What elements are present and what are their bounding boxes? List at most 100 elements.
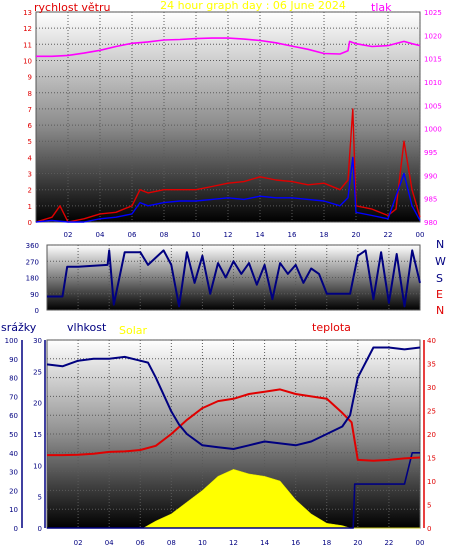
left-y-tick-label: 13 — [23, 9, 32, 17]
x-tick-label: 04 — [96, 231, 105, 239]
wind-gust-line — [35, 156, 421, 223]
rain-y-tick-label: 30 — [33, 337, 42, 345]
x-tick-label: 10 — [192, 231, 201, 239]
right-y-tick-label: 985 — [424, 196, 437, 204]
left-y-tick-label: 4 — [28, 154, 33, 162]
humidity-y-tick-label: 60 — [9, 412, 18, 420]
left-y-tick-label: 10 — [23, 57, 32, 65]
x-tick-label: 12 — [224, 231, 233, 239]
x-tick-label: 06 — [136, 539, 145, 547]
left-y-tick-label: 1 — [28, 203, 32, 211]
x-tick-label: 12 — [229, 539, 238, 547]
pressure-axis-label: tlak — [371, 1, 392, 14]
right-y-tick-label: 990 — [424, 172, 437, 180]
temperature-axis-label: teplota — [312, 321, 351, 334]
rain-y-tick-label: 15 — [33, 431, 42, 439]
x-tick-label: 20 — [352, 231, 361, 239]
temperature-y-tick-label: 5 — [427, 502, 431, 510]
direction-label-n-top: N — [436, 238, 444, 251]
x-tick-label: 02 — [74, 539, 83, 547]
temperature-y-tick-label: 0 — [427, 525, 431, 533]
temperature-y-tick-label: 30 — [427, 384, 436, 392]
temperature-y-tick-label: 10 — [427, 478, 436, 486]
x-tick-label: 10 — [198, 539, 207, 547]
climate-ticks: 02 04 06 08 10 12 14 16 18 20 22 000102030405060708… — [5, 337, 436, 547]
rain-y-tick-label: 5 — [38, 494, 42, 502]
direction-y-tick-label: 270 — [26, 258, 39, 266]
x-tick-label: 08 — [167, 539, 176, 547]
left-y-tick-label: 9 — [28, 74, 32, 82]
right-y-tick-label: 1025 — [424, 9, 442, 17]
humidity-y-tick-label: 20 — [9, 487, 18, 495]
right-y-tick-label: 1020 — [424, 32, 442, 40]
humidity-y-tick-label: 70 — [9, 393, 18, 401]
left-y-tick-label: 6 — [28, 122, 33, 130]
direction-label-w: W — [435, 255, 446, 268]
left-y-tick-label: 7 — [28, 106, 32, 114]
temperature-y-tick-label: 40 — [427, 337, 436, 345]
right-y-tick-label: 1015 — [424, 56, 442, 64]
right-y-tick-label: 1010 — [424, 79, 442, 87]
chart-title: 24 hour graph day : 06 June 2024 — [160, 0, 346, 12]
temperature-y-tick-label: 25 — [427, 408, 436, 416]
wind-speed-axis-label: rychlost větru — [34, 1, 110, 14]
direction-y-tick-label: 90 — [30, 291, 39, 299]
wind-pressure-marks — [35, 37, 421, 223]
rain-y-tick-label: 25 — [33, 368, 42, 376]
humidity-axis-label: vlhkost — [67, 321, 107, 334]
x-tick-label: 16 — [288, 231, 297, 239]
humidity-y-tick-label: 50 — [9, 431, 18, 439]
rain-line — [47, 451, 420, 529]
left-y-tick-label: 11 — [23, 41, 32, 49]
wind-direction-line — [47, 249, 421, 308]
rain-axis-label: srážky — [1, 321, 37, 334]
right-y-tick-label: 1005 — [424, 102, 442, 110]
wind-direction-marks — [47, 249, 421, 308]
pressure-line — [36, 37, 421, 58]
x-tick-label: 14 — [260, 539, 269, 547]
humidity-y-tick-label: 10 — [9, 506, 18, 514]
humidity-y-tick-label: 80 — [9, 375, 18, 383]
x-tick-label: 00 — [416, 539, 425, 547]
climate-marks — [46, 346, 421, 529]
x-tick-label: 16 — [291, 539, 300, 547]
humidity-y-tick-label: 30 — [9, 469, 18, 477]
right-y-tick-label: 980 — [424, 219, 437, 227]
x-tick-label: 18 — [320, 231, 329, 239]
direction-y-tick-label: 0 — [35, 307, 39, 315]
x-tick-label: 22 — [384, 231, 393, 239]
rain-y-tick-label: 20 — [33, 400, 42, 408]
direction-label-s: S — [436, 272, 443, 285]
humidity-y-tick-label: 100 — [5, 337, 18, 345]
temperature-y-tick-label: 20 — [427, 431, 436, 439]
direction-y-tick-label: 180 — [26, 275, 39, 283]
humidity-y-tick-label: 0 — [14, 525, 18, 533]
rain-y-tick-label: 10 — [33, 462, 42, 470]
direction-label-e: E — [436, 288, 443, 301]
x-tick-label: 20 — [353, 539, 362, 547]
left-y-tick-label: 0 — [28, 219, 32, 227]
x-tick-label: 02 — [64, 231, 73, 239]
wind-pressure-ticks: 02 04 06 08 10 12 14 16 18 20 22 000123456789101112… — [23, 9, 442, 239]
humidity-line — [46, 346, 421, 450]
right-y-tick-label: 995 — [424, 149, 437, 157]
wind-pressure-grid — [36, 11, 421, 223]
rain-y-tick-label: 0 — [38, 525, 42, 533]
left-y-tick-label: 8 — [28, 90, 32, 98]
x-tick-label: 22 — [384, 539, 393, 547]
x-tick-label: 06 — [128, 231, 137, 239]
humidity-y-tick-label: 40 — [9, 450, 18, 458]
temperature-y-tick-label: 15 — [427, 455, 436, 463]
x-tick-label: 18 — [322, 539, 331, 547]
temperature-line — [47, 388, 421, 462]
solar-axis-label: Solar — [119, 324, 148, 337]
wind-direction-ticks: 0 90 180 270 360 — [26, 242, 39, 315]
x-tick-label: 08 — [160, 231, 169, 239]
direction-y-tick-label: 360 — [26, 242, 39, 250]
x-tick-label: 14 — [256, 231, 265, 239]
left-y-tick-label: 5 — [28, 138, 32, 146]
direction-label-n-bottom: N — [436, 304, 444, 317]
left-y-tick-label: 12 — [23, 25, 32, 33]
